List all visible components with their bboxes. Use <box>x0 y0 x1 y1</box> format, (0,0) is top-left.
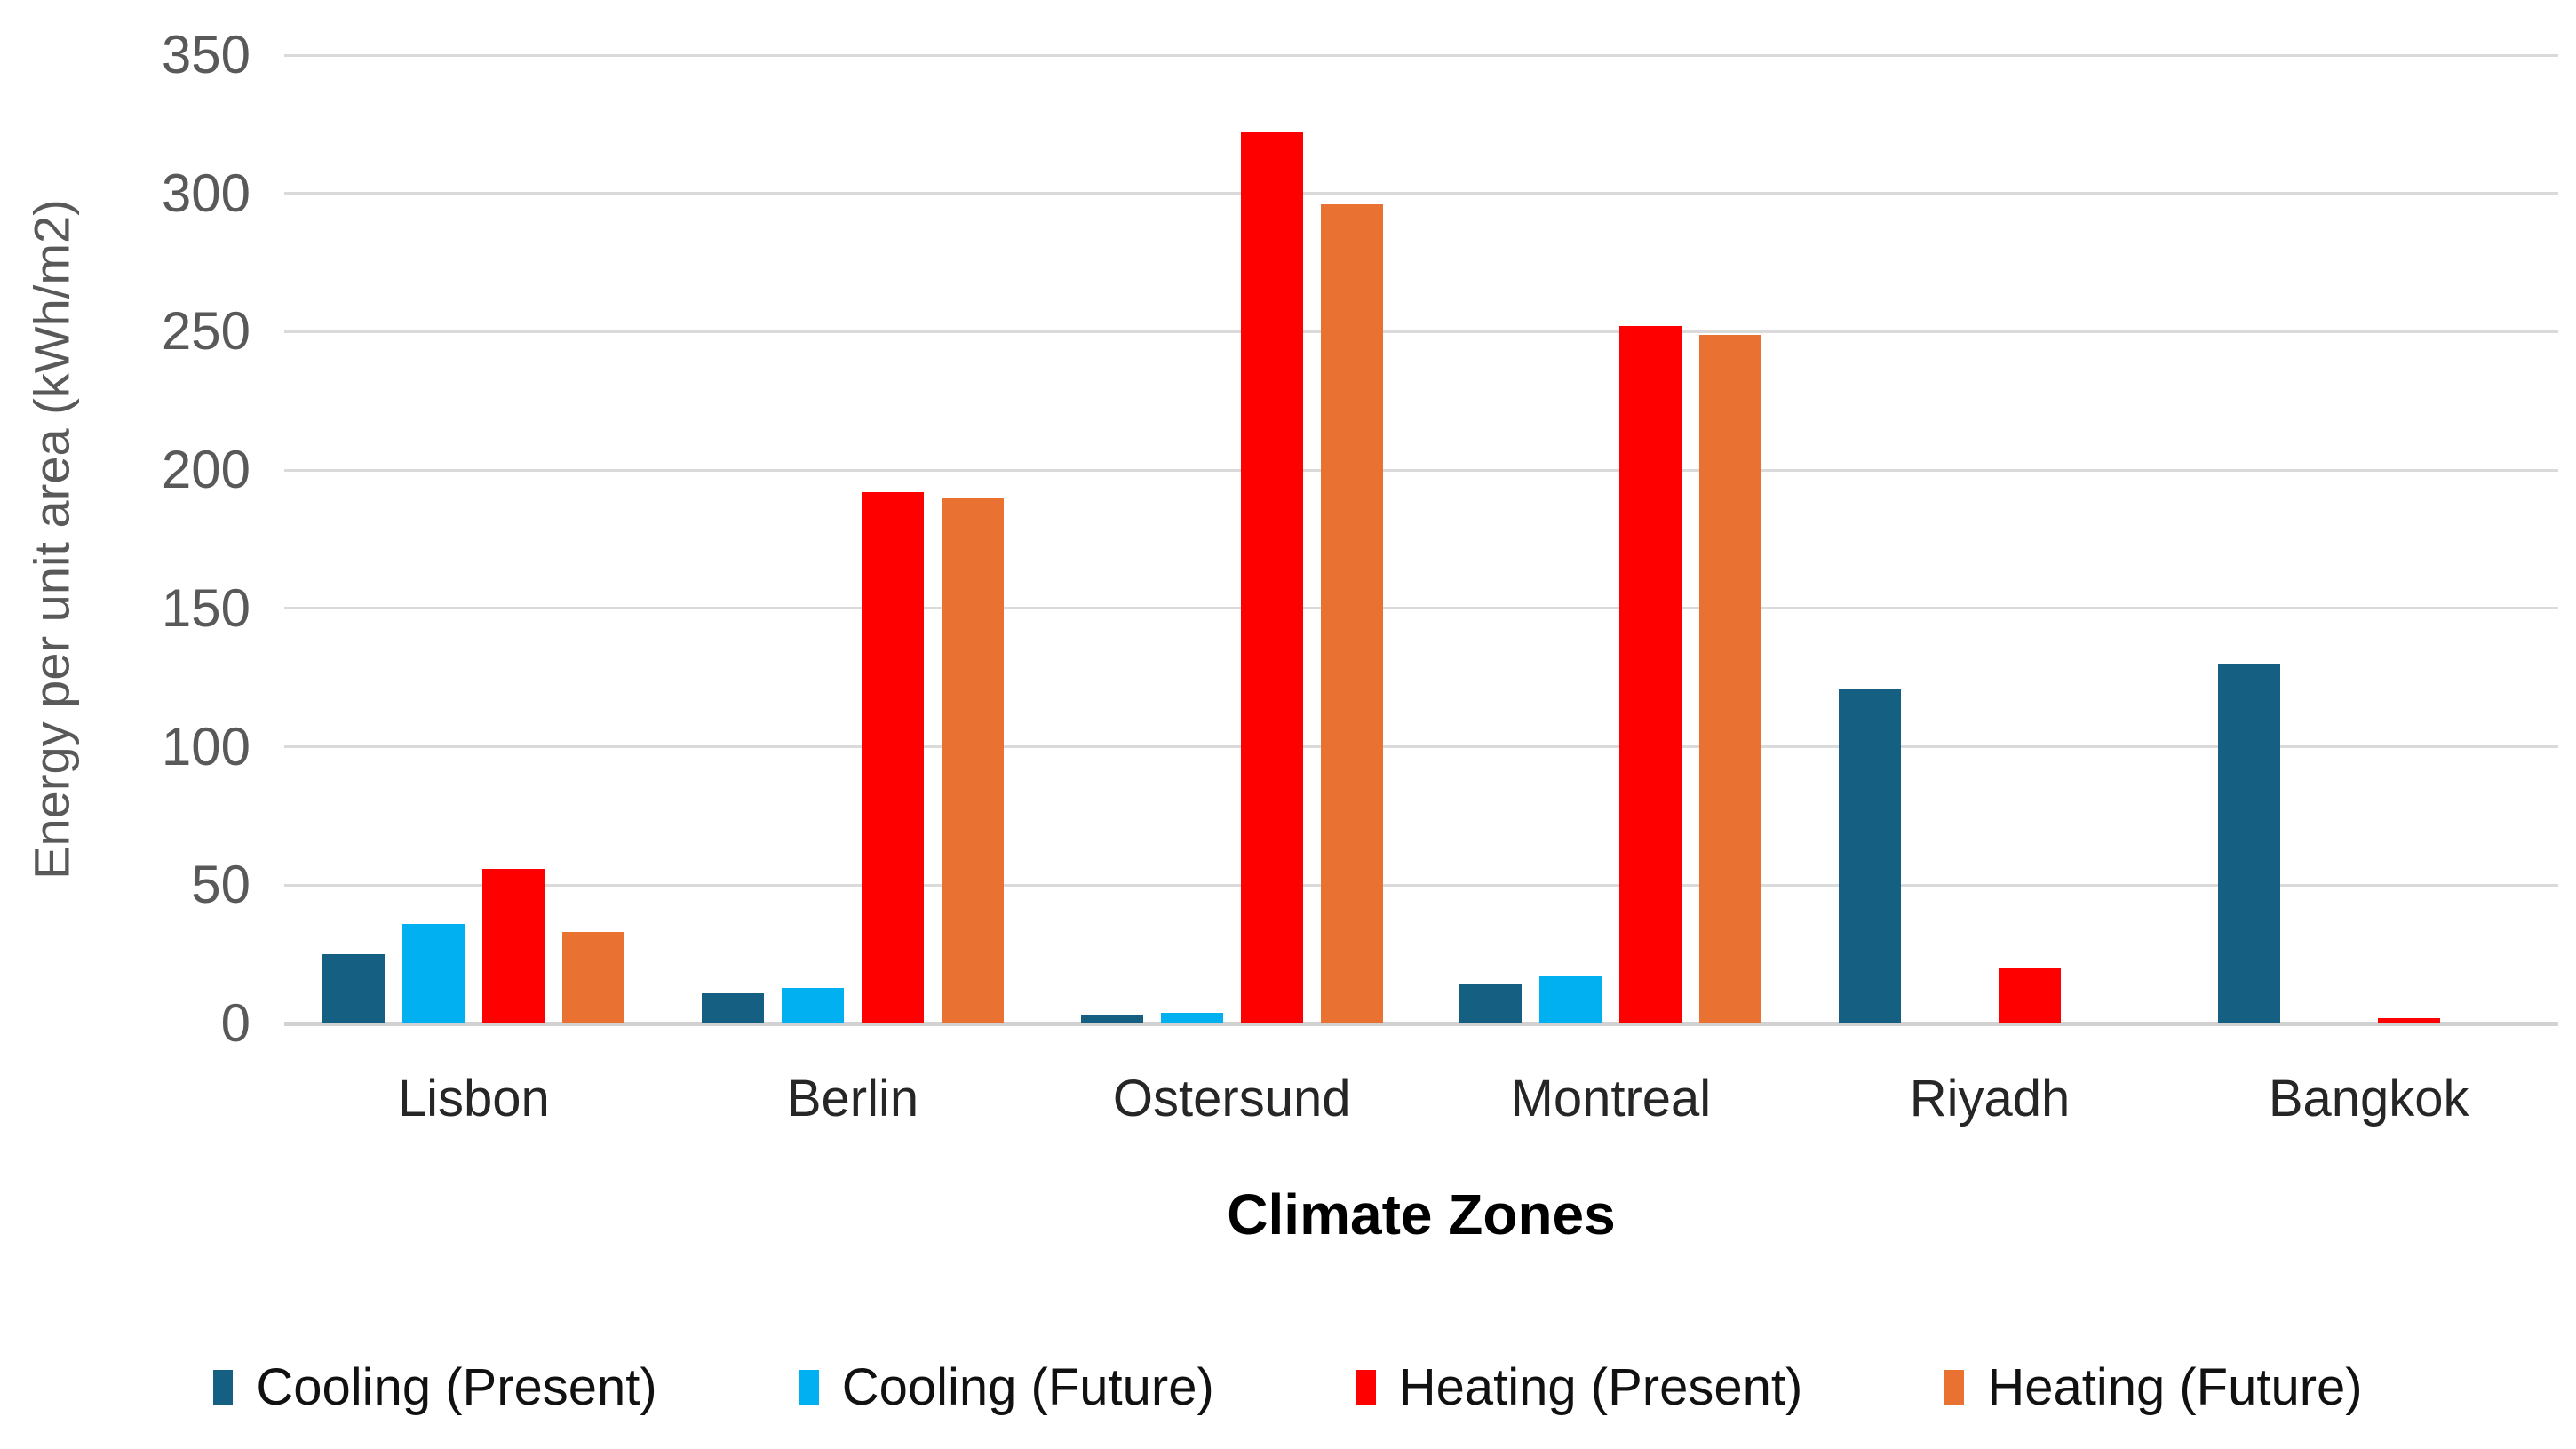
bar-cooling-present-lisbon <box>322 954 386 1023</box>
legend-label: Heating (Future) <box>1987 1358 2363 1416</box>
legend-label: Heating (Present) <box>1398 1358 1803 1416</box>
legend-label: Cooling (Present) <box>256 1358 657 1416</box>
bar-group-montreal <box>1421 326 1801 1023</box>
bar-heating-future-lisbon <box>562 932 625 1023</box>
bar-cooling-present-ostersund <box>1080 1015 1143 1023</box>
bar-cooling-present-riyadh <box>1839 689 1902 1023</box>
legend-swatch-icon <box>1356 1369 1376 1405</box>
y-gridline-200 <box>284 468 2558 472</box>
bar-cooling-future-berlin <box>782 988 844 1023</box>
bar-heating-present-bangkok <box>2377 1018 2440 1023</box>
y-gridline-300 <box>284 192 2558 195</box>
legend-label: Cooling (Future) <box>841 1358 1214 1416</box>
bar-cooling-future-lisbon <box>402 924 465 1023</box>
bar-cooling-future-montreal <box>1539 976 1602 1023</box>
x-axis-label-bangkok: Bangkok <box>2268 1070 2469 1127</box>
y-tick-label-350: 350 <box>161 25 250 84</box>
legend-item-cooling-present: Cooling (Present) <box>213 1357 657 1417</box>
bar-heating-future-berlin <box>942 498 1004 1023</box>
y-tick-label-150: 150 <box>161 577 250 638</box>
legend-swatch-icon <box>799 1369 819 1405</box>
bar-heating-present-riyadh <box>1999 968 2062 1023</box>
legend-item-cooling-future: Cooling (Future) <box>799 1357 1214 1417</box>
x-axis-label-riyadh: Riyadh <box>1909 1070 2071 1127</box>
bar-group-riyadh <box>1801 689 2180 1023</box>
legend-swatch-icon <box>213 1369 234 1405</box>
bar-groups <box>284 55 2558 1023</box>
x-axis-labels: Lisbon Berlin Ostersund Montreal Riyadh Bangk… <box>284 1069 2558 1128</box>
y-tick-label-0: 0 <box>220 993 250 1053</box>
bar-group-bangkok <box>2179 664 2558 1023</box>
y-tick-label-300: 300 <box>161 163 250 223</box>
bar-heating-future-montreal <box>1699 335 1762 1023</box>
bar-cooling-present-bangkok <box>2217 664 2280 1023</box>
x-axis-label-lisbon: Lisbon <box>397 1070 550 1127</box>
x-axis-baseline <box>284 1021 2558 1026</box>
legend-item-heating-present: Heating (Present) <box>1356 1357 1803 1417</box>
bar-heating-future-ostersund <box>1320 204 1383 1023</box>
bar-heating-present-berlin <box>862 492 924 1023</box>
legend-swatch-icon <box>1944 1369 1965 1405</box>
plot-area <box>284 53 2558 1026</box>
y-gridline-100 <box>284 745 2558 749</box>
x-axis-label-berlin: Berlin <box>786 1070 919 1127</box>
y-gridline-50 <box>284 883 2558 887</box>
x-axis-title: Climate Zones <box>1227 1182 1616 1246</box>
legend-item-heating-future: Heating (Future) <box>1944 1357 2363 1417</box>
bar-group-berlin <box>664 492 1043 1023</box>
bar-heating-present-montreal <box>1619 326 1682 1023</box>
y-gridline-250 <box>284 330 2558 333</box>
y-tick-label-100: 100 <box>161 716 250 776</box>
y-tick-label-200: 200 <box>161 440 250 500</box>
x-axis-label-ostersund: Ostersund <box>1112 1070 1351 1127</box>
bar-cooling-present-berlin <box>702 993 764 1023</box>
bar-heating-present-ostersund <box>1240 132 1303 1023</box>
y-gridline-350 <box>284 53 2558 57</box>
x-axis-label-montreal: Montreal <box>1510 1070 1712 1127</box>
bar-cooling-future-ostersund <box>1160 1013 1223 1023</box>
y-gridline-150 <box>284 607 2558 610</box>
y-tick-label-50: 50 <box>191 855 250 915</box>
y-tick-label-250: 250 <box>161 301 250 362</box>
bar-cooling-present-montreal <box>1459 984 1523 1023</box>
y-axis-tick-labels: 0 50 100 150 200 250 300 350 <box>0 28 250 1050</box>
bar-group-ostersund <box>1042 132 1421 1023</box>
bar-heating-present-lisbon <box>482 869 545 1023</box>
bar-group-lisbon <box>284 869 664 1023</box>
legend: Cooling (Present) Cooling (Future) Heating… <box>0 1357 2576 1417</box>
